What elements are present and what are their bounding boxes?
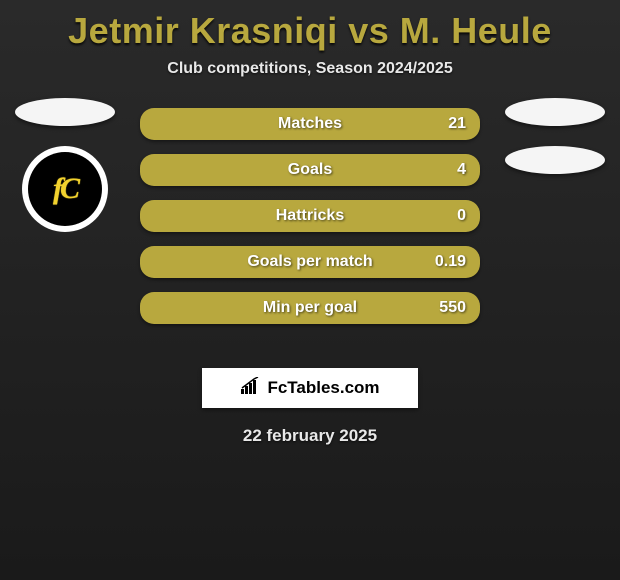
player2-name-pill: [505, 98, 605, 126]
left-player-column: fC: [10, 98, 120, 232]
stat-value: 550: [439, 299, 466, 317]
footer-date: 22 february 2025: [0, 426, 620, 446]
club-logo-text: fC: [53, 172, 77, 206]
stat-row-matches: Matches 21: [140, 108, 480, 140]
stat-label: Min per goal: [140, 299, 480, 317]
club-logo-inner: fC: [28, 152, 102, 226]
stat-label: Goals: [140, 161, 480, 179]
stat-value: 4: [457, 161, 466, 179]
right-player-column: [500, 98, 610, 194]
page-subtitle: Club competitions, Season 2024/2025: [0, 60, 620, 78]
brand-text: FcTables.com: [267, 378, 379, 398]
stat-row-goals: Goals 4: [140, 154, 480, 186]
player2-club-pill: [505, 146, 605, 174]
stats-column: Matches 21 Goals 4 Hattricks 0 Goals per…: [140, 108, 480, 338]
stat-value: 0: [457, 207, 466, 225]
comparison-panel: fC Matches 21 Goals 4 Hattricks 0 Goals …: [0, 108, 620, 358]
stat-row-min-per-goal: Min per goal 550: [140, 292, 480, 324]
stat-value: 0.19: [435, 253, 466, 271]
player1-name-pill: [15, 98, 115, 126]
page-title: Jetmir Krasniqi vs M. Heule: [0, 0, 620, 52]
brand-badge[interactable]: FcTables.com: [202, 368, 418, 408]
stat-label: Matches: [140, 115, 480, 133]
bars-chart-icon: [240, 377, 262, 400]
stat-label: Hattricks: [140, 207, 480, 225]
stat-row-hattricks: Hattricks 0: [140, 200, 480, 232]
stat-row-goals-per-match: Goals per match 0.19: [140, 246, 480, 278]
player1-club-logo: fC: [22, 146, 108, 232]
stat-value: 21: [448, 115, 466, 133]
stat-label: Goals per match: [140, 253, 480, 271]
